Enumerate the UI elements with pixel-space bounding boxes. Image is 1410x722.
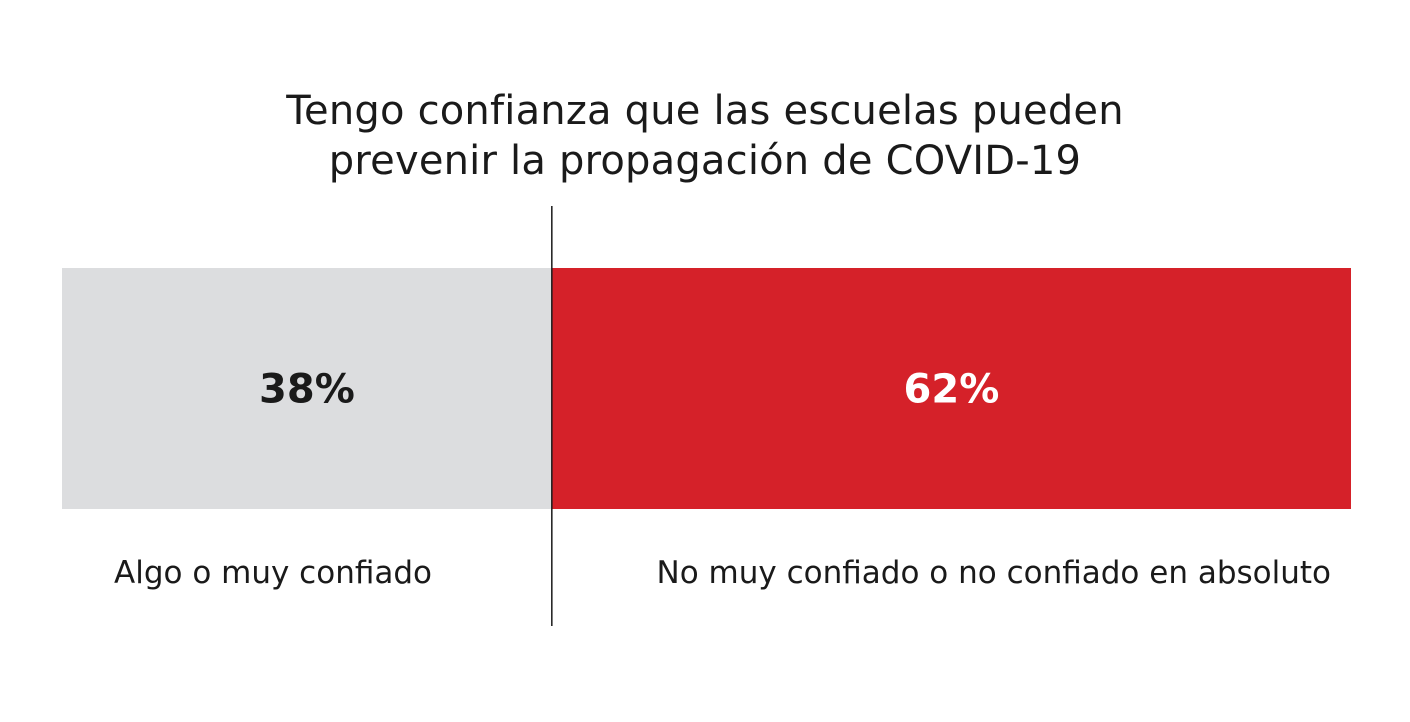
- value-label-1: 38%: [259, 367, 355, 413]
- chart-title-line-1: Tengo confianza que las escuelas pueden: [286, 88, 1124, 134]
- bar-segment-2: [551, 268, 1351, 509]
- value-label-2: 62%: [904, 367, 1000, 413]
- chart-title: Tengo confianza que las escuelas pueden …: [0, 86, 1410, 186]
- category-label-1: Algo o muy confiado: [114, 555, 432, 591]
- category-label-2: No muy confiado o no confiado en absolut…: [657, 555, 1331, 591]
- chart-title-line-2: prevenir la propagación de COVID-19: [328, 138, 1082, 184]
- bar-segment-1: [62, 268, 552, 509]
